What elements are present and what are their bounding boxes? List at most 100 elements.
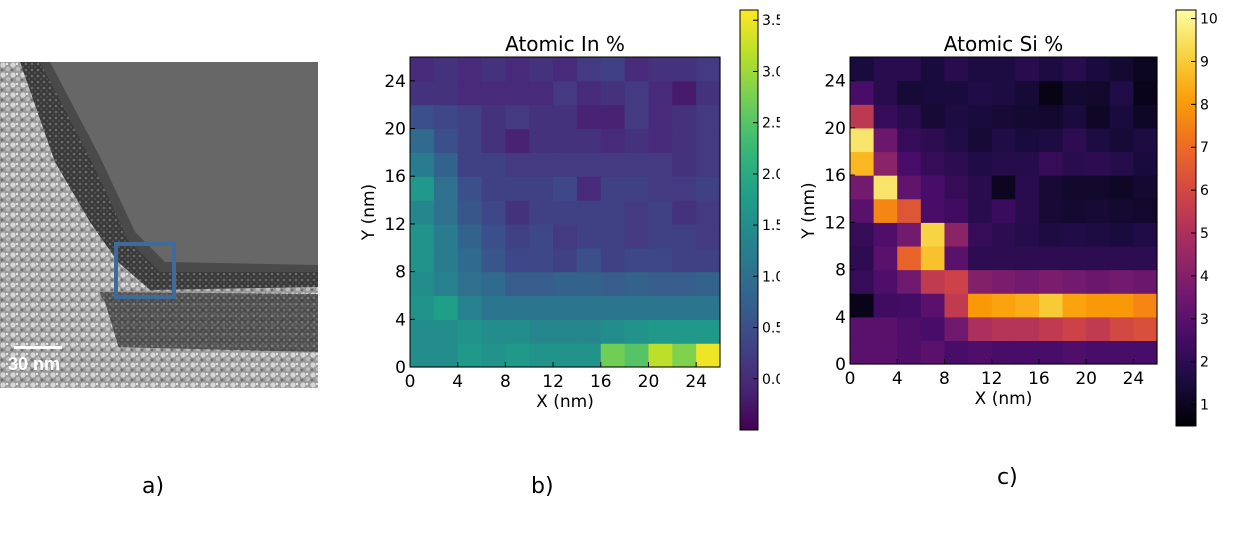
heatmap-cell [968, 269, 993, 294]
heatmap-cell [1038, 151, 1064, 176]
heatmap-cell [920, 316, 946, 341]
heatmap-cell [1086, 104, 1111, 129]
heatmap-cell [624, 80, 650, 106]
heatmap-cell [1086, 245, 1111, 271]
heatmap-cell [433, 271, 459, 297]
heatmap-cell [457, 176, 483, 201]
heatmap-cell [433, 128, 459, 153]
heatmap-cell [672, 80, 697, 106]
y-axis-label: Y (nm) [359, 184, 379, 241]
heatmap-cell [968, 222, 993, 247]
heatmap-cell [505, 200, 530, 225]
heatmap-cell [624, 319, 650, 344]
colorbar-tick-label: 1.5 [762, 218, 780, 234]
heatmap-cell [433, 57, 459, 82]
heatmap-cell [576, 80, 602, 106]
heatmap-cell [529, 200, 554, 225]
x-tick-label: 12 [981, 369, 1003, 389]
heatmap-cell [1133, 104, 1158, 129]
heatmap-cell [1015, 127, 1040, 153]
y-tick-label: 16 [824, 166, 846, 186]
heatmap-cell [505, 343, 530, 368]
heatmap-cell [873, 316, 898, 341]
heatmap-cell [1038, 198, 1064, 223]
heatmap-cell [1086, 80, 1111, 105]
heatmap-cell [850, 175, 875, 200]
heatmap-cell [624, 57, 650, 82]
heatmap-cell [410, 57, 435, 82]
heatmap-cell [672, 295, 697, 320]
x-tick-label: 20 [1075, 369, 1097, 389]
heatmap-cell [1062, 127, 1087, 153]
scale-bar-label: 30 nm [8, 354, 61, 374]
heatmap-cell [576, 104, 602, 130]
colorbar-tick-label: 1.0 [762, 269, 780, 285]
heatmap-cell [433, 200, 459, 225]
heatmap-cell [968, 245, 993, 271]
heatmap-cell [991, 104, 1016, 129]
heatmap-cell [1109, 175, 1134, 200]
heatmap-cell [897, 245, 922, 271]
heatmap-cell [696, 80, 721, 106]
colorbar-tick-label: 10 [1200, 12, 1218, 28]
heatmap-cell [672, 319, 697, 344]
y-axis-label: Y (nm) [799, 182, 819, 239]
heatmap-cell [1038, 175, 1064, 200]
heatmap-cell [481, 104, 506, 130]
heatmap-cell [648, 247, 673, 273]
indium-heatmap-chart: Atomic In % 0 4 8 12 16 20 24 0 4 8 12 16 20 24 X (nm) Y… [359, 9, 780, 431]
heatmap-cell [897, 80, 922, 105]
heatmap-cell [1133, 316, 1158, 341]
heatmap-cell [529, 176, 554, 201]
heatmap-cell [648, 295, 673, 320]
heatmap-cell [1062, 269, 1087, 294]
panel-c-label: c) [997, 465, 1018, 490]
heatmap-cell [600, 176, 626, 201]
heatmap-cell [529, 319, 554, 344]
heatmap-cell [991, 340, 1016, 365]
heatmap-cell [410, 152, 435, 177]
heatmap-cell [1133, 175, 1158, 200]
heatmap-cell [1062, 175, 1087, 200]
heatmap-cell [1038, 340, 1064, 365]
heatmap-cell [1062, 245, 1087, 271]
heatmap-cell [529, 80, 554, 106]
heatmap-cell [1086, 316, 1111, 341]
y-tick-label: 8 [835, 261, 846, 281]
heatmap-cell [1015, 245, 1040, 271]
heatmap-cell [1109, 127, 1134, 153]
heatmap-cell [576, 200, 602, 225]
heatmap-cell [991, 269, 1016, 294]
heatmap-cell [944, 80, 969, 105]
heatmap-cell [433, 319, 459, 344]
colorbar-tick-label: 0.5 [762, 321, 780, 337]
colorbar-tick-label: 3.0 [762, 64, 780, 80]
y-tick-label: 0 [395, 358, 406, 378]
heatmap-cell [457, 104, 483, 130]
heatmap-cell [920, 175, 946, 200]
heatmap-cell [1038, 80, 1064, 105]
heatmap-cell [529, 152, 554, 177]
colorbar [1175, 9, 1197, 427]
y-tick-label: 8 [395, 263, 406, 283]
heatmap-cell [1062, 80, 1087, 105]
heatmap-cell [410, 176, 435, 201]
heatmap-cell [944, 316, 969, 341]
heatmap-cell [410, 128, 435, 153]
heatmap-cell [457, 271, 483, 297]
heatmap-cell [648, 343, 673, 368]
heatmap-cell [696, 104, 721, 130]
heatmap-cell [457, 152, 483, 177]
heatmap-cell [850, 151, 875, 176]
heatmap-cell [553, 80, 578, 106]
heatmap-cell [481, 200, 506, 225]
heatmap-cell [672, 176, 697, 201]
heatmap-cell [897, 222, 922, 247]
heatmap-cell [648, 223, 673, 249]
heatmap-cell [457, 80, 483, 106]
x-tick-label: 4 [892, 369, 903, 389]
heatmap-cell [648, 128, 673, 153]
heatmap-cell [944, 198, 969, 223]
heatmap-cell [1038, 127, 1064, 153]
heatmap-cell [529, 104, 554, 130]
